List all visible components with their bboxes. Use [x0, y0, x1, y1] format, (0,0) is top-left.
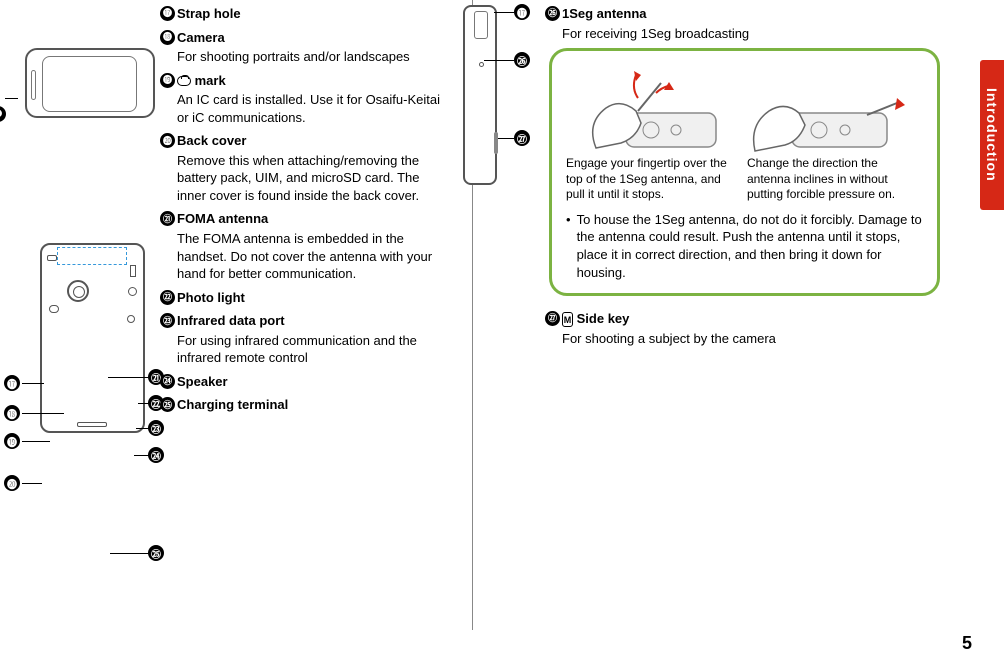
antenna-pull-illustration: [566, 63, 726, 153]
phone-side-diagram: [463, 5, 497, 185]
callout-17: ⓱: [4, 375, 22, 391]
callout-9: ❾: [0, 106, 8, 122]
callout-19: ⓳: [4, 433, 22, 449]
callout-20: ⓴: [4, 475, 22, 491]
right-text-column: ㉖1Seg antenna For receiving 1Seg broadca…: [545, 0, 940, 662]
callout-18: ⓲: [4, 405, 22, 421]
phone-back-diagram: [40, 243, 145, 433]
side-key-icon: M: [562, 312, 573, 327]
felica-icon: [177, 76, 191, 86]
callout-27: ㉗: [514, 130, 532, 146]
section-tab: Introduction: [980, 60, 1004, 210]
left-text-column: ⓱Strap hole ⓲Camera For shooting portrai…: [160, 0, 460, 662]
antenna-instruction-box: Engage your fingertip over the top of th…: [549, 48, 940, 296]
callout-26: ㉖: [514, 52, 532, 68]
antenna-direction-illustration: [747, 63, 907, 153]
lead-line: [5, 98, 18, 99]
callout-17b: ⓱: [514, 4, 532, 20]
phone-top-diagram: [25, 48, 155, 118]
page-number: 5: [962, 633, 972, 654]
